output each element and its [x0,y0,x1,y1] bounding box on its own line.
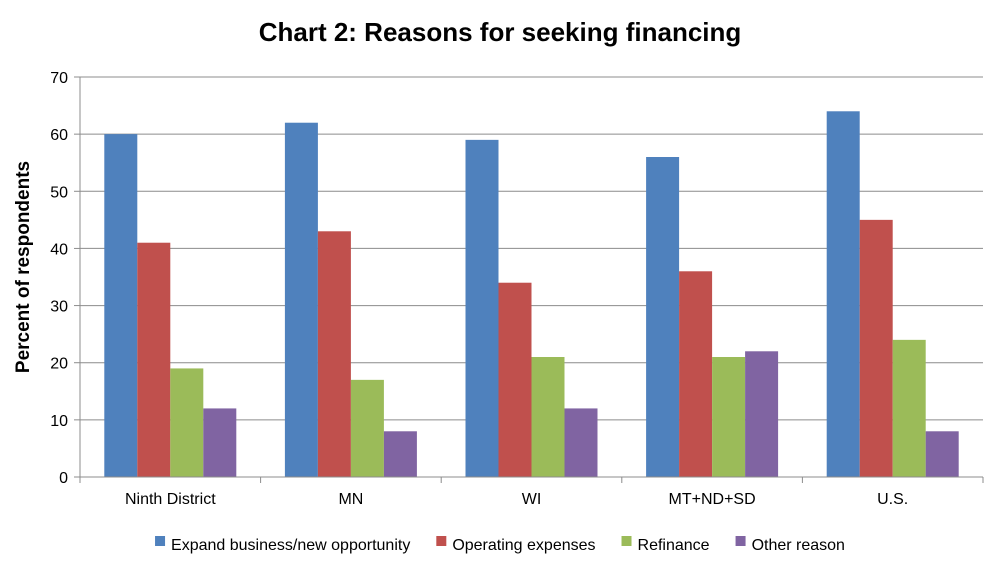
legend-swatch [436,536,447,546]
bar [745,351,779,477]
bar [383,431,417,477]
legend-label: Operating expenses [452,537,595,554]
legend-swatch [155,536,166,546]
bar [170,368,204,477]
bar [137,242,171,477]
bar [646,157,680,477]
x-tick-label: MN [338,491,363,508]
bar [317,231,351,477]
bar [104,134,138,477]
legend-label: Other reason [752,537,845,554]
y-tick-label: 20 [50,356,68,373]
bar [531,357,565,477]
legend-item: Operating expenses [436,536,596,554]
legend: Expand business/new opportunity Operating… [155,536,845,554]
legend-item: Expand business/new opportunity [155,536,410,554]
x-tick-label: U.S. [877,491,908,508]
legend-label: Refinance [638,537,710,554]
bar [712,357,746,477]
y-tick-label: 0 [59,470,68,487]
y-tick-label: 40 [50,241,68,258]
legend-label: Expand business/new opportunity [171,537,410,554]
legend-swatch [735,536,746,546]
x-tick-label: Ninth District [125,491,216,508]
bar [203,408,237,477]
y-axis-label: Percent of respondents [13,161,34,373]
bar [859,219,893,477]
bar [350,379,384,477]
y-tick-label: 70 [50,70,68,87]
bar [679,271,713,477]
bar [498,282,532,477]
bar [826,111,860,478]
y-tick-label: 50 [50,184,68,201]
x-tick-label: WI [522,491,542,508]
y-tick-label: 10 [50,413,68,430]
bars [104,111,959,478]
bar [465,139,499,477]
bar [892,339,926,477]
chart-title: Chart 2: Reasons for seeking financing [259,17,742,47]
y-tick-label: 60 [50,127,68,144]
y-tick-label: 30 [50,299,68,316]
bar [925,431,959,477]
axes: 0 10 20 30 40 50 60 70 Ninth District MN WI MT+ND+S… [50,70,984,508]
legend-item: Other reason [735,536,845,554]
legend-item: Refinance [621,536,710,554]
bar [284,122,318,477]
x-tick-label: MT+ND+SD [669,491,756,508]
legend-swatch [621,536,632,546]
bar [564,408,598,477]
